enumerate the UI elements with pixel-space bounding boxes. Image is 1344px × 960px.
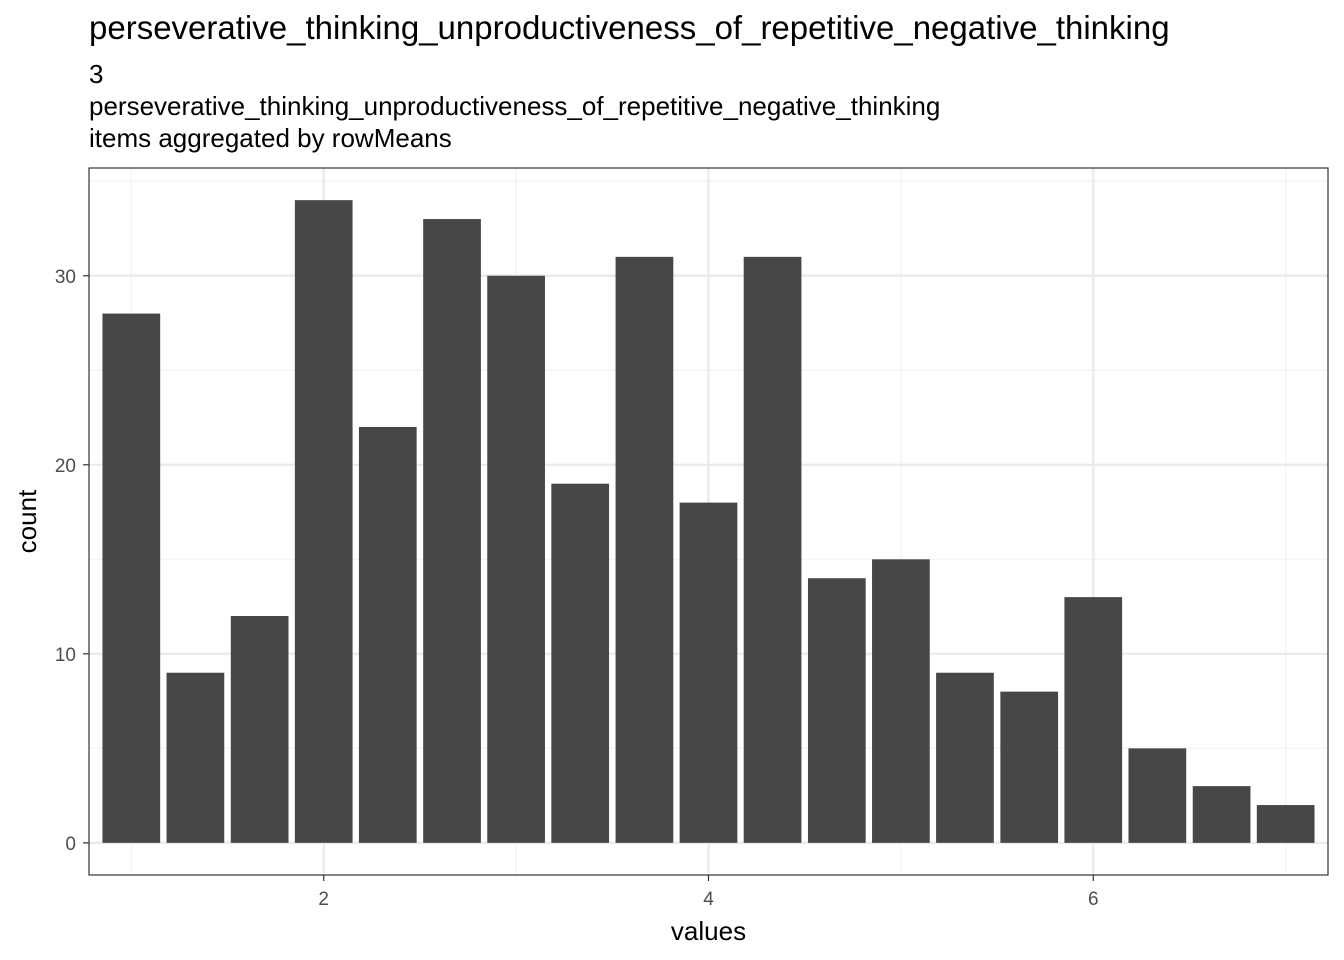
y-tick-label: 20: [55, 456, 76, 477]
x-tick-label: 6: [1088, 889, 1099, 910]
histogram-bar: [807, 578, 866, 843]
x-axis-title: values: [671, 916, 746, 946]
histogram-bar: [743, 256, 802, 843]
histogram-bar: [1256, 805, 1315, 843]
histogram-bar: [936, 672, 994, 843]
histogram-bar: [487, 275, 545, 843]
chart-subtitle: 3 perseverative_thinking_unproductivenes…: [89, 58, 940, 154]
histogram-bar: [551, 483, 610, 843]
histogram-bar: [1128, 748, 1187, 843]
axis-ticks: 0 10 20 30 2 4 6: [55, 267, 1099, 910]
subtitle-line-2: perseverative_thinking_unproductiveness_…: [89, 91, 941, 121]
chart-title: perseverative_thinking_unproductiveness_…: [89, 9, 1170, 46]
histogram-bar: [166, 672, 225, 843]
subtitle-line-1: 3: [89, 59, 104, 89]
histogram-bar: [1000, 691, 1059, 843]
histogram-bar: [230, 616, 289, 843]
y-tick-label: 0: [65, 834, 76, 855]
histogram-bar: [615, 256, 674, 843]
histogram-bar: [102, 313, 161, 843]
y-tick-label: 10: [55, 645, 76, 666]
subtitle-line-3: items aggregated by rowMeans: [89, 123, 452, 153]
histogram-bar: [358, 426, 417, 843]
histogram-bar: [294, 200, 353, 843]
y-axis-title: count: [12, 489, 42, 553]
y-tick-label: 30: [55, 267, 76, 288]
histogram-bar: [1064, 597, 1123, 843]
x-tick-label: 4: [703, 889, 714, 910]
histogram-bar: [872, 559, 930, 843]
histogram-bar: [423, 219, 481, 843]
x-tick-label: 2: [318, 889, 329, 910]
histogram-bar: [1192, 786, 1251, 843]
histogram-bar: [679, 502, 738, 843]
bars: [102, 200, 1315, 843]
